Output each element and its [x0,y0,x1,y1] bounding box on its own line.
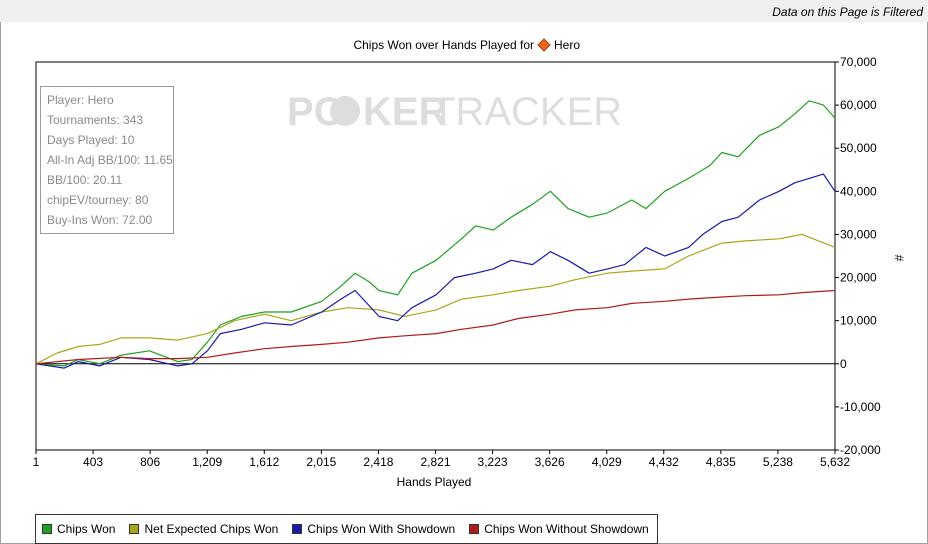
x-tick-label: 2,821 [420,455,450,469]
x-tick-label: 2,015 [306,455,336,469]
stats-box: Player: Hero Tournaments: 343 Days Playe… [40,86,174,234]
series-line-0 [35,100,836,367]
y-tick-label: 20,000 [840,271,877,285]
y-tick-label: 0 [840,357,847,371]
legend-swatch [469,524,480,534]
chart-title: Chips Won over Hands Played for [353,38,534,52]
chart-legend: Chips Won Net Expected Chips Won Chips W… [35,514,658,544]
watermark-ker: KER [363,90,448,134]
watermark-chip-icon [330,96,360,126]
legend-item-without-showdown[interactable]: Chips Won Without Showdown [469,522,649,536]
stat-bb100: BB/100: 20.11 [47,173,123,187]
x-tick-label: 1,612 [249,455,279,469]
y-tick-label: -20,000 [840,443,881,457]
legend-label: Net Expected Chips Won [144,522,279,536]
stat-chipev: chipEV/tourney: 80 [47,193,149,207]
x-tick-label: 5,632 [820,455,850,469]
player-diamond-icon [537,38,551,52]
x-tick-label: 403 [83,455,103,469]
x-tick-label: 1,209 [192,455,222,469]
y-tick-label: 60,000 [840,98,877,112]
filter-bar: Data on this Page is Filtered [0,0,928,23]
x-axis: 1 403 806 1,209 1,612 2,015 2,418 2,821 3,223 3,6… [33,450,850,469]
y-tick-label: 10,000 [840,314,877,328]
x-tick-label: 1 [33,455,40,469]
chart-title-player: Hero [554,38,580,52]
legend-item-chips-won[interactable]: Chips Won [42,522,115,536]
stat-player: Player: Hero [47,93,114,107]
legend-swatch [292,524,303,534]
legend-item-net-expected[interactable]: Net Expected Chips Won [129,522,278,536]
x-tick-label: 4,835 [706,455,736,469]
stat-buyins: Buy-Ins Won: 72.00 [47,213,153,227]
y-tick-label: 70,000 [840,55,877,69]
x-tick-label: 5,238 [763,455,793,469]
legend-label: Chips Won Without Showdown [484,522,649,536]
watermark-tracker: TRACKER [431,90,622,134]
chart-svg: Chips Won over Hands Played for Hero PO … [33,38,906,489]
legend-label: Chips Won With Showdown [307,522,456,536]
x-tick-label: 806 [140,455,160,469]
x-tick-label: 3,223 [478,455,508,469]
watermark: PO KER TRACKER [287,90,622,134]
y-tick-label: 30,000 [840,227,877,241]
stat-tournaments: Tournaments: 343 [47,113,144,127]
x-axis-label: Hands Played [397,475,472,489]
legend-swatch [129,524,140,534]
y-tick-label: -10,000 [840,400,881,414]
stat-days-played: Days Played: 10 [47,133,135,147]
y-tick-label: 40,000 [840,184,877,198]
y-axis-label: # [892,255,906,262]
x-tick-label: 3,626 [535,455,565,469]
x-tick-label: 2,418 [363,455,393,469]
legend-label: Chips Won [57,522,116,536]
filter-note: Data on this Page is Filtered [772,5,923,19]
y-tick-label: 50,000 [840,141,877,155]
x-tick-label: 4,029 [592,455,622,469]
legend-swatch [42,524,52,534]
y-axis: 70,000 60,000 50,000 40,000 30,000 20,000 10,0… [835,55,881,457]
series-layer [35,100,836,369]
stat-allin-adj: All-In Adj BB/100: 11.65 [47,153,173,167]
series-line-1 [35,233,836,365]
series-line-2 [35,173,836,369]
chart-panel: Chips Won over Hands Played for Hero PO … [0,22,928,544]
watermark-po: PO [287,90,345,134]
series-line-3 [35,289,836,365]
x-tick-label: 4,432 [649,455,679,469]
legend-item-with-showdown[interactable]: Chips Won With Showdown [292,522,455,536]
